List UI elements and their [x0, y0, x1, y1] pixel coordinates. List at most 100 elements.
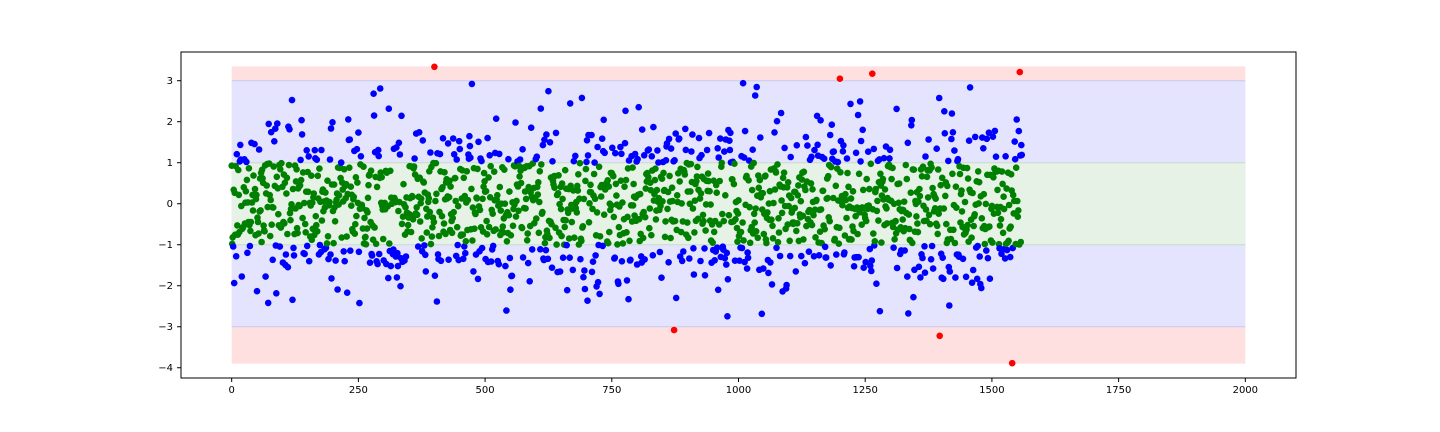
data-point [264, 299, 272, 307]
data-point [468, 185, 475, 193]
data-point [376, 85, 384, 92]
data-point [764, 209, 771, 216]
data-point [323, 240, 331, 247]
data-point [469, 237, 476, 244]
data-point [505, 155, 512, 163]
data-point [374, 146, 382, 154]
data-point [612, 180, 620, 188]
data-point [927, 255, 935, 263]
data-point [338, 234, 346, 241]
data-point [370, 90, 377, 97]
data-point [975, 200, 982, 207]
data-point [815, 252, 823, 259]
data-point [895, 199, 902, 207]
data-point [870, 230, 877, 237]
data-point [866, 245, 874, 253]
data-point [714, 145, 721, 152]
data-point [830, 194, 837, 202]
data-point [918, 173, 926, 180]
data-point [293, 224, 301, 232]
data-point [368, 252, 376, 259]
data-point [668, 184, 676, 191]
data-point [1015, 127, 1023, 135]
data-point [265, 120, 273, 128]
data-point [671, 157, 678, 164]
data-point [243, 176, 251, 184]
data-point [983, 247, 990, 254]
data-point [619, 240, 627, 247]
data-point [444, 140, 452, 147]
data-point [555, 172, 562, 179]
data-point [749, 146, 756, 153]
data-point [872, 185, 880, 193]
data-point [407, 228, 415, 236]
data-point [436, 150, 444, 158]
data-point [543, 131, 550, 138]
data-point [914, 228, 922, 236]
data-point [701, 245, 708, 252]
data-point [263, 182, 271, 189]
data-point [524, 259, 532, 267]
data-point [617, 143, 624, 151]
data-point [506, 254, 514, 262]
data-point [813, 196, 820, 204]
data-point [689, 205, 697, 212]
data-point [561, 223, 568, 231]
data-point [730, 180, 738, 188]
data-point [396, 151, 404, 158]
data-point [704, 170, 712, 177]
data-point [340, 248, 348, 255]
data-point [634, 155, 641, 163]
data-point [615, 223, 623, 231]
data-point [335, 192, 343, 199]
data-point [286, 126, 293, 133]
outlier-point [1016, 68, 1024, 76]
data-point [676, 178, 683, 185]
data-point [364, 209, 371, 216]
data-point [597, 193, 605, 200]
data-point [1014, 213, 1022, 220]
data-point [696, 195, 704, 202]
data-point [619, 199, 626, 206]
data-point [467, 154, 474, 161]
data-point [305, 257, 313, 265]
data-point [631, 150, 639, 158]
data-point [680, 248, 687, 255]
data-point [580, 195, 588, 203]
data-point [715, 154, 722, 161]
data-point [1001, 255, 1009, 262]
data-point [964, 221, 971, 229]
data-point [734, 238, 741, 245]
data-point [469, 204, 477, 211]
data-point [508, 272, 516, 280]
data-point [929, 184, 936, 192]
data-point [522, 195, 530, 203]
data-point [840, 142, 847, 149]
data-point [951, 239, 959, 247]
data-point [283, 190, 290, 197]
data-point [432, 197, 439, 205]
data-point [698, 151, 705, 159]
data-point [589, 205, 596, 213]
data-point [285, 161, 293, 169]
data-point [901, 247, 908, 254]
data-point [452, 197, 460, 205]
data-point [673, 192, 681, 199]
data-point [952, 183, 960, 190]
data-point [332, 257, 339, 264]
data-point [402, 253, 410, 260]
data-point [765, 269, 772, 277]
data-point [806, 206, 813, 214]
y-tick-label: 1 [167, 158, 173, 169]
data-point [686, 255, 693, 262]
data-point [1018, 141, 1025, 149]
data-point [998, 168, 1006, 175]
data-point [687, 160, 695, 168]
data-point [961, 198, 969, 206]
data-point [621, 183, 628, 190]
data-point [847, 195, 855, 202]
data-point [254, 218, 262, 226]
data-point [292, 178, 300, 185]
data-point [341, 257, 349, 265]
data-point [858, 221, 865, 228]
